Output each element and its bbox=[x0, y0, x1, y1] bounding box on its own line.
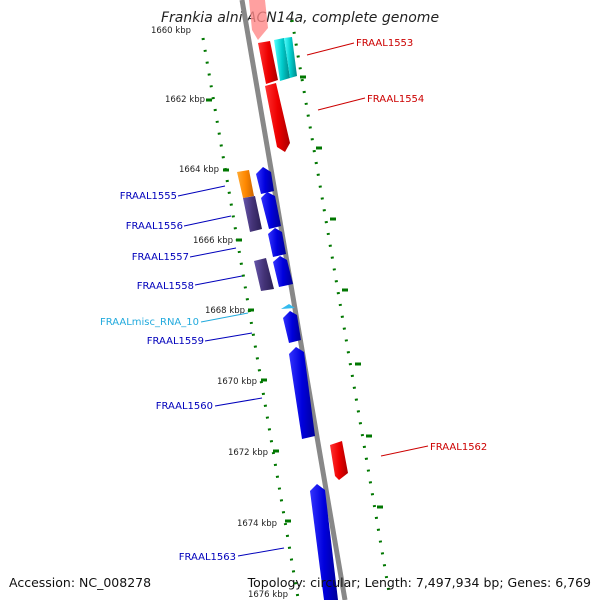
label-FRAAL1559: FRAAL1559 bbox=[147, 336, 204, 347]
leader-FRAAL1554 bbox=[317, 97, 366, 111]
gene-FRAAL1558 bbox=[273, 256, 293, 287]
gene-FRAAL1558-purple bbox=[254, 258, 274, 291]
tick-label-1670: 1670 kbp bbox=[217, 377, 257, 387]
label-FRAAL1563: FRAAL1563 bbox=[179, 552, 236, 563]
label-FRAAL1553: FRAAL1553 bbox=[356, 38, 413, 49]
right-ruler-track bbox=[290, 19, 392, 599]
gene-FRAAL1553 bbox=[258, 41, 278, 84]
leader-FRAAL1559 bbox=[204, 332, 253, 342]
tick-label-1666: 1666 kbp bbox=[193, 236, 233, 246]
gene-FRAAL1563 bbox=[310, 484, 338, 600]
gene-FRAAL1562 bbox=[330, 441, 348, 480]
label-FRAAL1560: FRAAL1560 bbox=[156, 401, 213, 412]
genome-backbone bbox=[239, 0, 348, 600]
gene-FRAAL1556-purple bbox=[243, 196, 262, 232]
gene-FRAAL1559 bbox=[283, 311, 301, 343]
gene-pink-top bbox=[249, 0, 268, 40]
reverse-strand-features bbox=[237, 167, 338, 600]
tick-label-1668: 1668 kbp bbox=[205, 306, 245, 316]
leader-FRAAL1560 bbox=[214, 397, 263, 407]
label-FRAALmisc_RNA_10: FRAALmisc_RNA_10 bbox=[100, 317, 199, 328]
major-ticks bbox=[206, 75, 383, 523]
tick-labels: 1660 kbp 1662 kbp 1664 kbp 1666 kbp 1668… bbox=[151, 26, 288, 600]
gene-FRAAL1553-cyan-b bbox=[284, 37, 297, 78]
accession-text: Accession: NC_008278 bbox=[9, 575, 151, 590]
leader-FRAAL1553 bbox=[306, 42, 355, 56]
tick-label-1672: 1672 kbp bbox=[228, 448, 268, 458]
gene-FRAAL1560 bbox=[289, 347, 315, 439]
leader-FRAAL1557 bbox=[189, 247, 237, 258]
gene-labels: FRAAL1553 FRAAL1554 FRAAL1555 FRAAL1556 … bbox=[100, 38, 487, 563]
label-FRAAL1554: FRAAL1554 bbox=[367, 94, 424, 105]
leader-FRAAL1563 bbox=[237, 547, 285, 557]
gene-FRAAL1554 bbox=[265, 83, 290, 152]
label-FRAAL1555: FRAAL1555 bbox=[120, 191, 177, 202]
genome-summary-text: Topology: circular; Length: 7,497,934 bp… bbox=[247, 575, 591, 590]
label-leaders bbox=[177, 42, 429, 557]
gene-FRAAL1555-orange bbox=[237, 170, 254, 198]
label-FRAAL1557: FRAAL1557 bbox=[132, 252, 189, 263]
label-FRAAL1558: FRAAL1558 bbox=[137, 281, 194, 292]
tick-label-1674: 1674 kbp bbox=[237, 519, 277, 529]
map-title: Frankia alni ACN14a, complete genome bbox=[161, 10, 439, 26]
tick-label-1664: 1664 kbp bbox=[179, 165, 219, 175]
gene-FRAAL1555 bbox=[256, 167, 274, 194]
leader-FRAAL1558 bbox=[194, 275, 243, 286]
leader-FRAAL1555 bbox=[177, 185, 226, 197]
gene-FRAAL1553-cyan-a bbox=[274, 38, 290, 81]
tick-label-1662: 1662 kbp bbox=[165, 95, 205, 105]
gene-FRAAL1557 bbox=[268, 228, 286, 257]
label-FRAAL1556: FRAAL1556 bbox=[126, 221, 183, 232]
misc-rna-FRAALmisc_RNA_10 bbox=[281, 304, 295, 309]
leader-FRAAL1562 bbox=[380, 445, 429, 457]
leader-FRAALmisc_RNA_10 bbox=[200, 312, 249, 323]
tick-label-1660: 1660 kbp bbox=[151, 26, 191, 36]
forward-strand-features bbox=[249, 0, 348, 480]
tick-label-1676: 1676 kbp bbox=[248, 590, 288, 600]
leader-FRAAL1556 bbox=[183, 215, 232, 227]
gene-FRAAL1556 bbox=[261, 192, 281, 229]
label-FRAAL1562: FRAAL1562 bbox=[430, 442, 487, 453]
